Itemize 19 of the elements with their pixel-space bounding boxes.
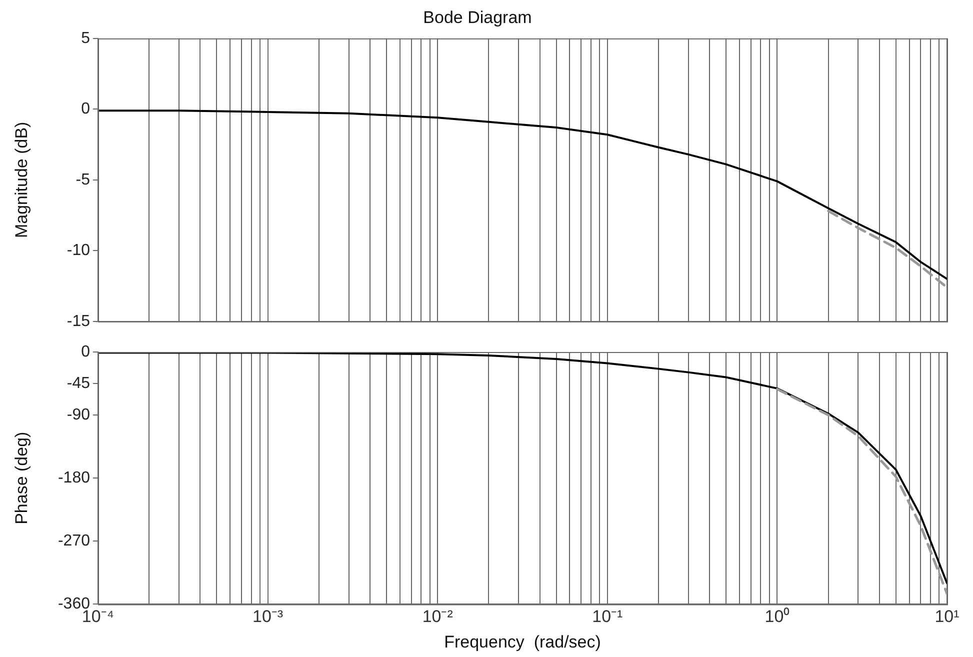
x-tick-label: 10⁻³: [252, 607, 284, 626]
chart-title: Bode Diagram: [423, 8, 532, 27]
x-tick-label: 10¹: [934, 607, 960, 626]
y-tick-label: -90: [66, 406, 90, 424]
x-tick-label: 10⁰: [764, 607, 790, 626]
y-tick-label: 5: [81, 30, 90, 47]
y-tick-label: -15: [66, 312, 90, 330]
y-axis-title: Magnitude (dB): [12, 122, 31, 238]
x-tick-label: 10⁻²: [422, 607, 454, 626]
y-axis-title: Phase (deg): [12, 432, 31, 524]
x-tick-label: 10⁻¹: [592, 607, 624, 626]
y-tick-label: 0: [81, 343, 90, 360]
y-tick-label: -270: [58, 532, 90, 550]
y-tick-label: -5: [76, 171, 90, 188]
y-tick-label: -10: [66, 242, 90, 260]
y-tick-label: -180: [58, 470, 90, 487]
y-tick-label: 0: [81, 100, 90, 118]
x-axis-title: Frequency (rad/sec): [444, 632, 601, 652]
y-tick-label: -45: [66, 374, 90, 392]
